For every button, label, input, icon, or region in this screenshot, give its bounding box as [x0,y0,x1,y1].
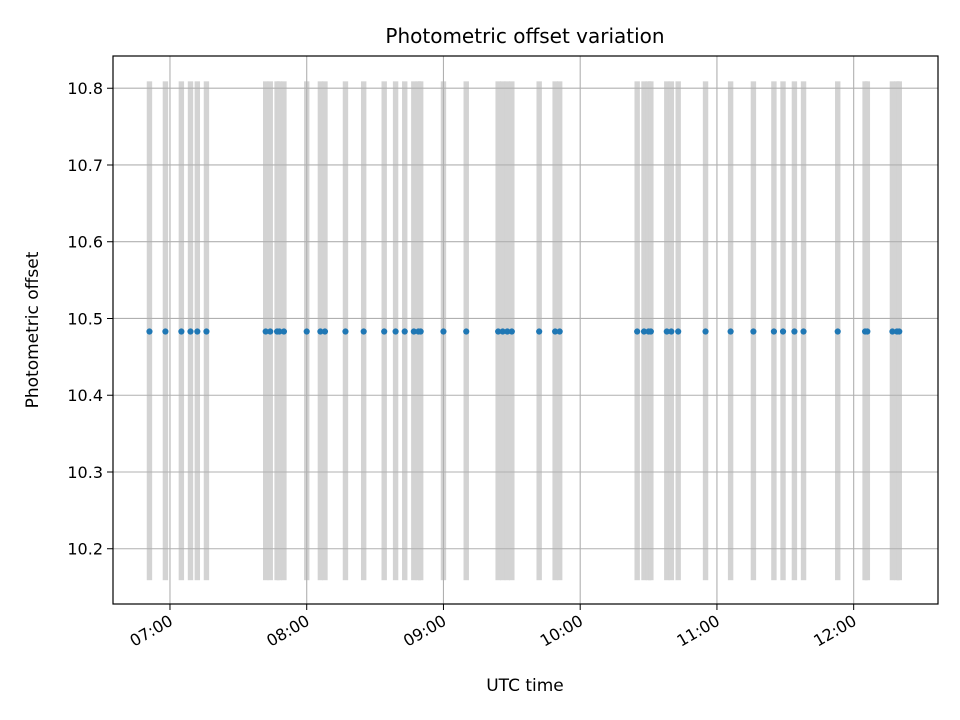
y-axis-label: Photometric offset [23,251,43,408]
data-point [647,328,654,335]
data-point [556,328,563,335]
data-point [779,328,787,335]
data-point [834,328,841,335]
data-point [750,328,757,335]
data-point [508,328,515,335]
data-point [536,328,543,335]
data-point [303,328,310,335]
data-point [800,328,807,335]
y-tick-label: 10.2 [67,540,103,559]
data-point [392,328,399,335]
data-point [463,328,470,335]
data-point [634,328,641,335]
data-point [187,328,194,335]
y-tick-label: 10.5 [67,309,103,328]
data-point [317,328,324,335]
data-point [504,328,511,335]
data-point [276,328,283,335]
data-point [864,328,871,335]
data-point [321,328,329,335]
data-point [499,328,506,335]
data-point [770,328,778,335]
data-point [194,328,201,335]
data-points [146,328,903,335]
data-point [791,328,798,335]
data-point [552,328,559,335]
data-point [668,328,675,335]
data-point [896,328,903,335]
data-point [417,328,424,335]
data-point [360,328,367,335]
chart-title: Photometric offset variation [385,24,664,48]
data-point [381,328,388,335]
y-tick-label: 10.6 [67,233,103,252]
data-point [727,328,734,335]
data-point [267,328,274,335]
data-point [342,328,349,335]
data-point [178,328,185,335]
plot-frame [112,55,939,605]
x-axis-label: UTC time [486,676,564,696]
data-point [702,328,709,335]
grid-lines [113,56,938,604]
data-point [401,328,408,335]
y-tick-label: 10.4 [67,386,103,405]
data-point [675,328,682,335]
data-point [203,328,210,335]
data-point [410,328,417,335]
data-point [663,328,670,335]
data-point [640,328,648,335]
y-tick-label: 10.8 [67,79,103,98]
data-point [146,328,153,335]
data-point [495,328,502,335]
data-point [262,328,269,335]
data-point [889,328,896,335]
y-tick-label: 10.3 [67,463,103,482]
data-point [162,328,169,335]
data-point [440,328,447,335]
y-tick-label: 10.7 [67,156,103,175]
y-axis-ticks: 10.2 10.3 10.4 10.5 10.6 10.7 10.8 [67,79,113,559]
data-point [280,328,288,335]
